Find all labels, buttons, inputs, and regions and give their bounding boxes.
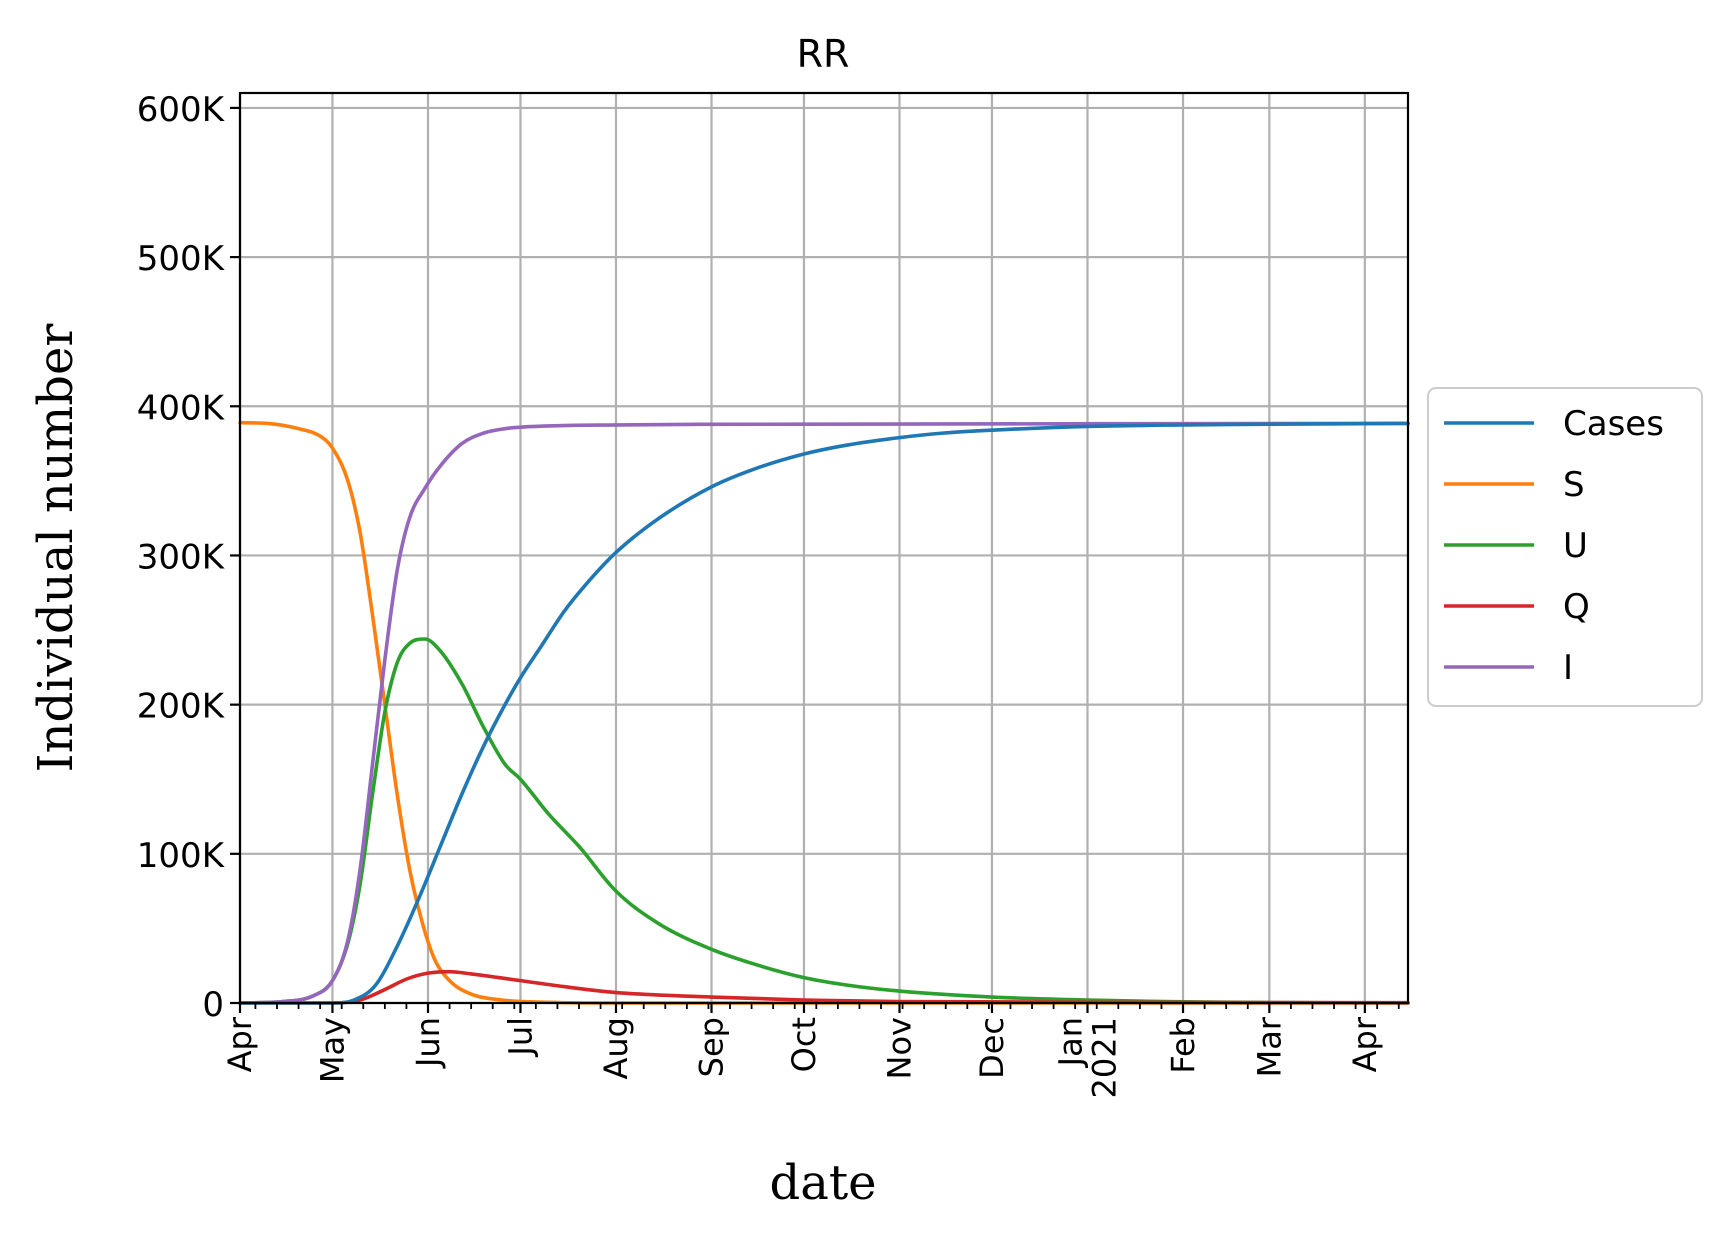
y-tick-label: 400K	[137, 388, 226, 428]
x-tick-label: Feb	[1164, 1017, 1202, 1074]
x-tick-label: Jul	[501, 1017, 539, 1058]
x-tick-label: Apr	[221, 1016, 259, 1072]
legend-label-cases: Cases	[1563, 404, 1664, 444]
x-tick-label: Dec	[973, 1017, 1011, 1079]
x-tick-label: Jan2021	[1051, 1017, 1123, 1098]
series-layer	[238, 420, 1410, 1005]
x-tick-label: Oct	[785, 1017, 823, 1072]
legend-box	[1427, 387, 1703, 707]
x-axis-label: date	[769, 1155, 876, 1211]
chart-title: RR	[797, 32, 850, 76]
x-tick-label: Jun	[409, 1017, 447, 1069]
y-axis-label: Individual number	[28, 324, 84, 773]
y-tick-label: 500K	[137, 239, 226, 279]
series-line-i	[238, 421, 1410, 1005]
legend-label-q: Q	[1563, 587, 1590, 627]
plot-frame	[238, 91, 1410, 1005]
series-line-u	[238, 637, 1410, 1005]
x-tick-label: Aug	[597, 1017, 635, 1079]
y-tick-label: 0	[202, 985, 224, 1025]
y-tick-label: 300K	[137, 537, 226, 577]
y-tick-label: 100K	[137, 836, 226, 876]
x-tick-label: May	[313, 1017, 351, 1083]
legend-label-i: I	[1563, 648, 1573, 688]
x-tick-label: Nov	[881, 1017, 919, 1079]
y-tick-label: 200K	[137, 687, 226, 727]
axis-ticks: 0 100K 200K 300K 400K 500K 600K Apr May Jun Jul Aug…	[137, 90, 1400, 1098]
legend-label-s: S	[1563, 465, 1585, 505]
x-tick-label: Mar	[1250, 1016, 1288, 1077]
x-tick-label: Sep	[693, 1017, 731, 1077]
y-tick-label: 600K	[137, 90, 226, 130]
x-tick-label: Apr	[1346, 1016, 1384, 1072]
series-line-cases	[238, 421, 1410, 1005]
legend-label-u: U	[1563, 526, 1588, 566]
